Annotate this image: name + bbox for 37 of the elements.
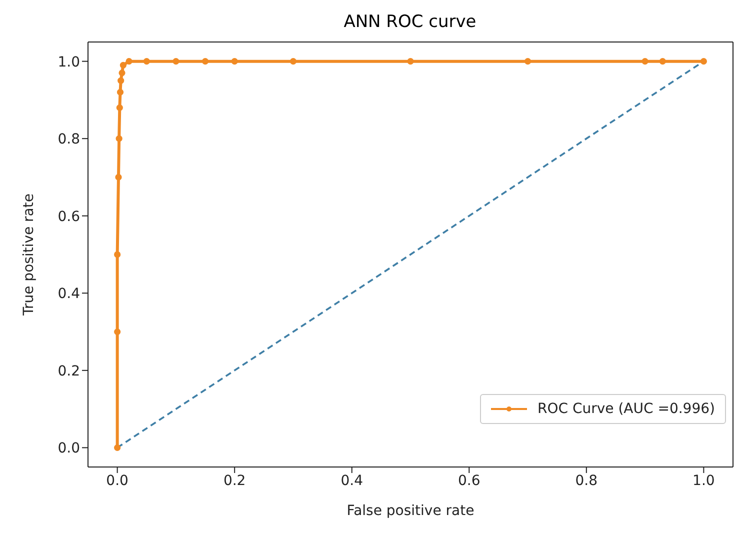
point [700,58,707,65]
y-tick-label: 0.8 [58,132,80,148]
point [172,58,180,65]
point [115,174,122,181]
x-tick-label: 0.0 [106,472,128,489]
point [114,444,121,451]
point [143,58,150,65]
x-tick-label: 0.4 [340,472,364,489]
point [118,77,124,84]
point [116,135,122,142]
point [290,58,297,65]
point [659,58,666,65]
y-axis-title: True positive rate [20,194,37,316]
y-tick-label: 0.2 [58,363,80,380]
point [202,58,209,65]
point [118,70,126,76]
point [120,62,126,68]
x-axis-title: False positive rate [346,503,474,519]
x-tick-label: 0.6 [458,472,480,489]
point [114,251,121,258]
y-tick-label: 0.6 [58,208,80,225]
legend-label: ROC Curve (AUC =0.996) [537,401,715,417]
point [114,328,121,336]
point [231,58,238,65]
x-tick-label: 0.8 [575,472,598,489]
point [524,58,532,65]
point [407,58,414,65]
point [642,58,648,65]
x-tick-label: 1.0 [692,472,715,489]
y-tick-label: 0.0 [58,440,80,457]
point [116,88,124,96]
x-tick-label: 0.2 [223,472,246,489]
point [116,104,123,111]
y-tick-label: 0.4 [58,286,80,302]
y-tick-label: 1.0 [58,54,80,70]
point [126,58,132,65]
chart-title: ANN ROC curve [342,11,478,34]
